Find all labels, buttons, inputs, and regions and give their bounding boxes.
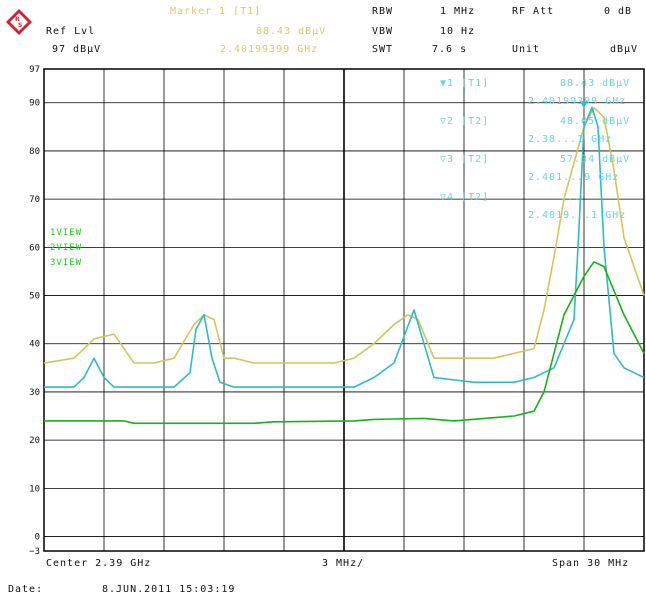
- marker-3-label: ▽3 [T2]: [440, 154, 490, 165]
- unit-label: Unit: [512, 44, 541, 55]
- rf-att-label: RF Att: [512, 6, 555, 17]
- y-tick-label: 20: [29, 436, 40, 446]
- marker-4-label: ▽4 [T2]: [440, 192, 490, 203]
- traces: [43, 101, 645, 425]
- rbw-label: RBW: [372, 6, 394, 17]
- date-value: 8.JUN.2011 15:03:19: [102, 584, 236, 595]
- marker-1-freq: 2.40199399 GHz: [528, 96, 627, 107]
- y-tick-label: 10: [29, 484, 40, 494]
- marker-3-level: 57.34 dBµV: [560, 154, 631, 165]
- date-label: Date:: [8, 584, 44, 595]
- swt-label: SWT: [372, 44, 394, 55]
- y-tick-label: 97: [29, 65, 40, 75]
- center-frequency: Center 2.39 GHz: [46, 558, 152, 569]
- marker-level: 88.43 dBµV: [256, 26, 327, 37]
- rf-att-value: 0 dB: [604, 6, 633, 17]
- vbw-value: 10 Hz: [440, 26, 476, 37]
- span-width: Span 30 MHz: [552, 558, 630, 569]
- ref-lvl-label: Ref Lvl: [46, 26, 96, 37]
- trace-2-line: [44, 106, 645, 388]
- y-tick-label: 40: [29, 340, 40, 350]
- plot-frame: [43, 68, 645, 552]
- view-label-3: 3VIEW: [50, 258, 83, 268]
- y-tick-label: 50: [29, 292, 40, 302]
- view-label-1: 1VIEW: [50, 228, 83, 238]
- marker-3-freq: 2.401...9 GHz: [528, 172, 620, 183]
- division-width: 3 MHz/: [322, 558, 365, 569]
- trace-1-line: [43, 106, 645, 364]
- marker-1-triangle: [579, 101, 588, 109]
- grid-lines: [44, 69, 644, 551]
- swt-value: 7.6 s: [432, 44, 468, 55]
- marker-1-level: 88.43 dBµV: [560, 78, 631, 89]
- y-tick-label: 0: [35, 533, 40, 543]
- marker-1-label: ▼1 [T1]: [440, 78, 490, 89]
- svg-text:R: R: [15, 16, 20, 23]
- ref-lvl-value: 97 dBµV: [52, 44, 102, 55]
- marker-2-level: 48.05 dBµV: [560, 116, 631, 127]
- y-tick-label: −3: [29, 547, 40, 557]
- marker-2-freq: 2.38...1 GHz: [528, 134, 613, 145]
- svg-text:S: S: [18, 22, 22, 29]
- y-tick-label: 60: [29, 243, 40, 253]
- marker-4-freq: 2.4019...1 GHz: [528, 210, 627, 221]
- vbw-label: VBW: [372, 26, 394, 37]
- rohde-schwarz-logo-icon: R S: [6, 9, 32, 35]
- y-tick-label: 80: [29, 147, 40, 157]
- rbw-value: 1 MHz: [440, 6, 476, 17]
- view-label-2: 2VIEW: [50, 243, 83, 253]
- unit-value: dBµV: [610, 44, 639, 55]
- marker-2-label: ▽2 [T2]: [440, 116, 490, 127]
- y-tick-labels: 97 90 80 70 60 50 40 30 20 10 0 −3: [29, 65, 40, 557]
- trace-3-line: [44, 260, 645, 425]
- marker-4-level: ...: [560, 192, 582, 203]
- marker-title: Marker 1 [T1]: [170, 6, 262, 17]
- y-tick-label: 70: [29, 195, 40, 205]
- marker-freq: 2.40199399 GHz: [220, 44, 319, 55]
- y-tick-label: 30: [29, 388, 40, 398]
- y-tick-label: 90: [29, 99, 40, 109]
